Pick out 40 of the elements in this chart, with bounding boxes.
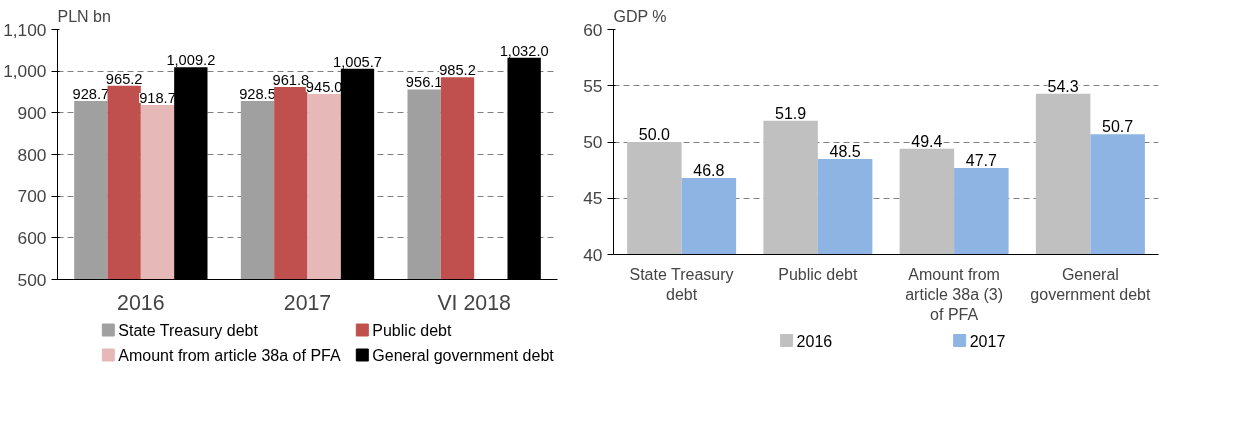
x-tick-label: Amount from article 38a (3) of PFA (905, 265, 1004, 324)
data-label: 50.7 (1102, 118, 1134, 136)
data-label: 1,032.0 (499, 42, 549, 59)
data-label: 50.0 (638, 126, 671, 143)
data-label: 47.7 (965, 151, 998, 169)
y-tick-label: 900 (17, 102, 47, 123)
x-tick-label: General government debt (1030, 265, 1151, 303)
legend-label: General government debt (372, 346, 555, 364)
legend-label: Amount from article 38a of PFA (118, 346, 341, 364)
y-tick-label: 800 (17, 144, 47, 165)
x-tick-label: 2016 (117, 290, 165, 315)
data-label: 965.2 (105, 70, 143, 87)
data-label: 54.3 (1047, 77, 1079, 95)
x-tick-label: 2017 (283, 290, 332, 315)
y-tick-label: 50 (583, 132, 603, 152)
y-axis-title: GDP % (613, 7, 667, 25)
x-tick-label: VI 2018 (437, 290, 511, 315)
y-tick-label: 700 (17, 186, 47, 207)
y-tick-label: 1,000 (3, 61, 47, 82)
data-label: 49.4 (911, 132, 943, 150)
legend-label: Public debt (372, 321, 453, 339)
y-tick-label: 40 (583, 244, 603, 265)
legend-label: State Treasury debt (118, 321, 259, 339)
legend-label: 2016 (796, 332, 833, 350)
y-tick-label: 60 (583, 19, 603, 40)
data-label: 46.8 (693, 162, 725, 179)
y-axis-title: PLN bn (57, 7, 111, 25)
data-label: 51.9 (775, 104, 807, 122)
data-label: 1,005.7 (333, 53, 382, 70)
y-tick-label: 45 (583, 188, 603, 209)
y-tick-label: 500 (17, 269, 47, 290)
data-label: 1,009.2 (166, 52, 216, 69)
y-tick-label: 600 (17, 227, 47, 248)
x-tick-label: Public debt (778, 265, 859, 283)
data-label: 48.5 (829, 142, 861, 160)
legend-label: 2017 (969, 332, 1006, 350)
y-tick-label: 55 (583, 75, 603, 96)
y-tick-label: 1,100 (3, 19, 47, 40)
data-label: 928.7 (72, 85, 110, 102)
x-tick-label: State Treasury debt (629, 265, 734, 303)
